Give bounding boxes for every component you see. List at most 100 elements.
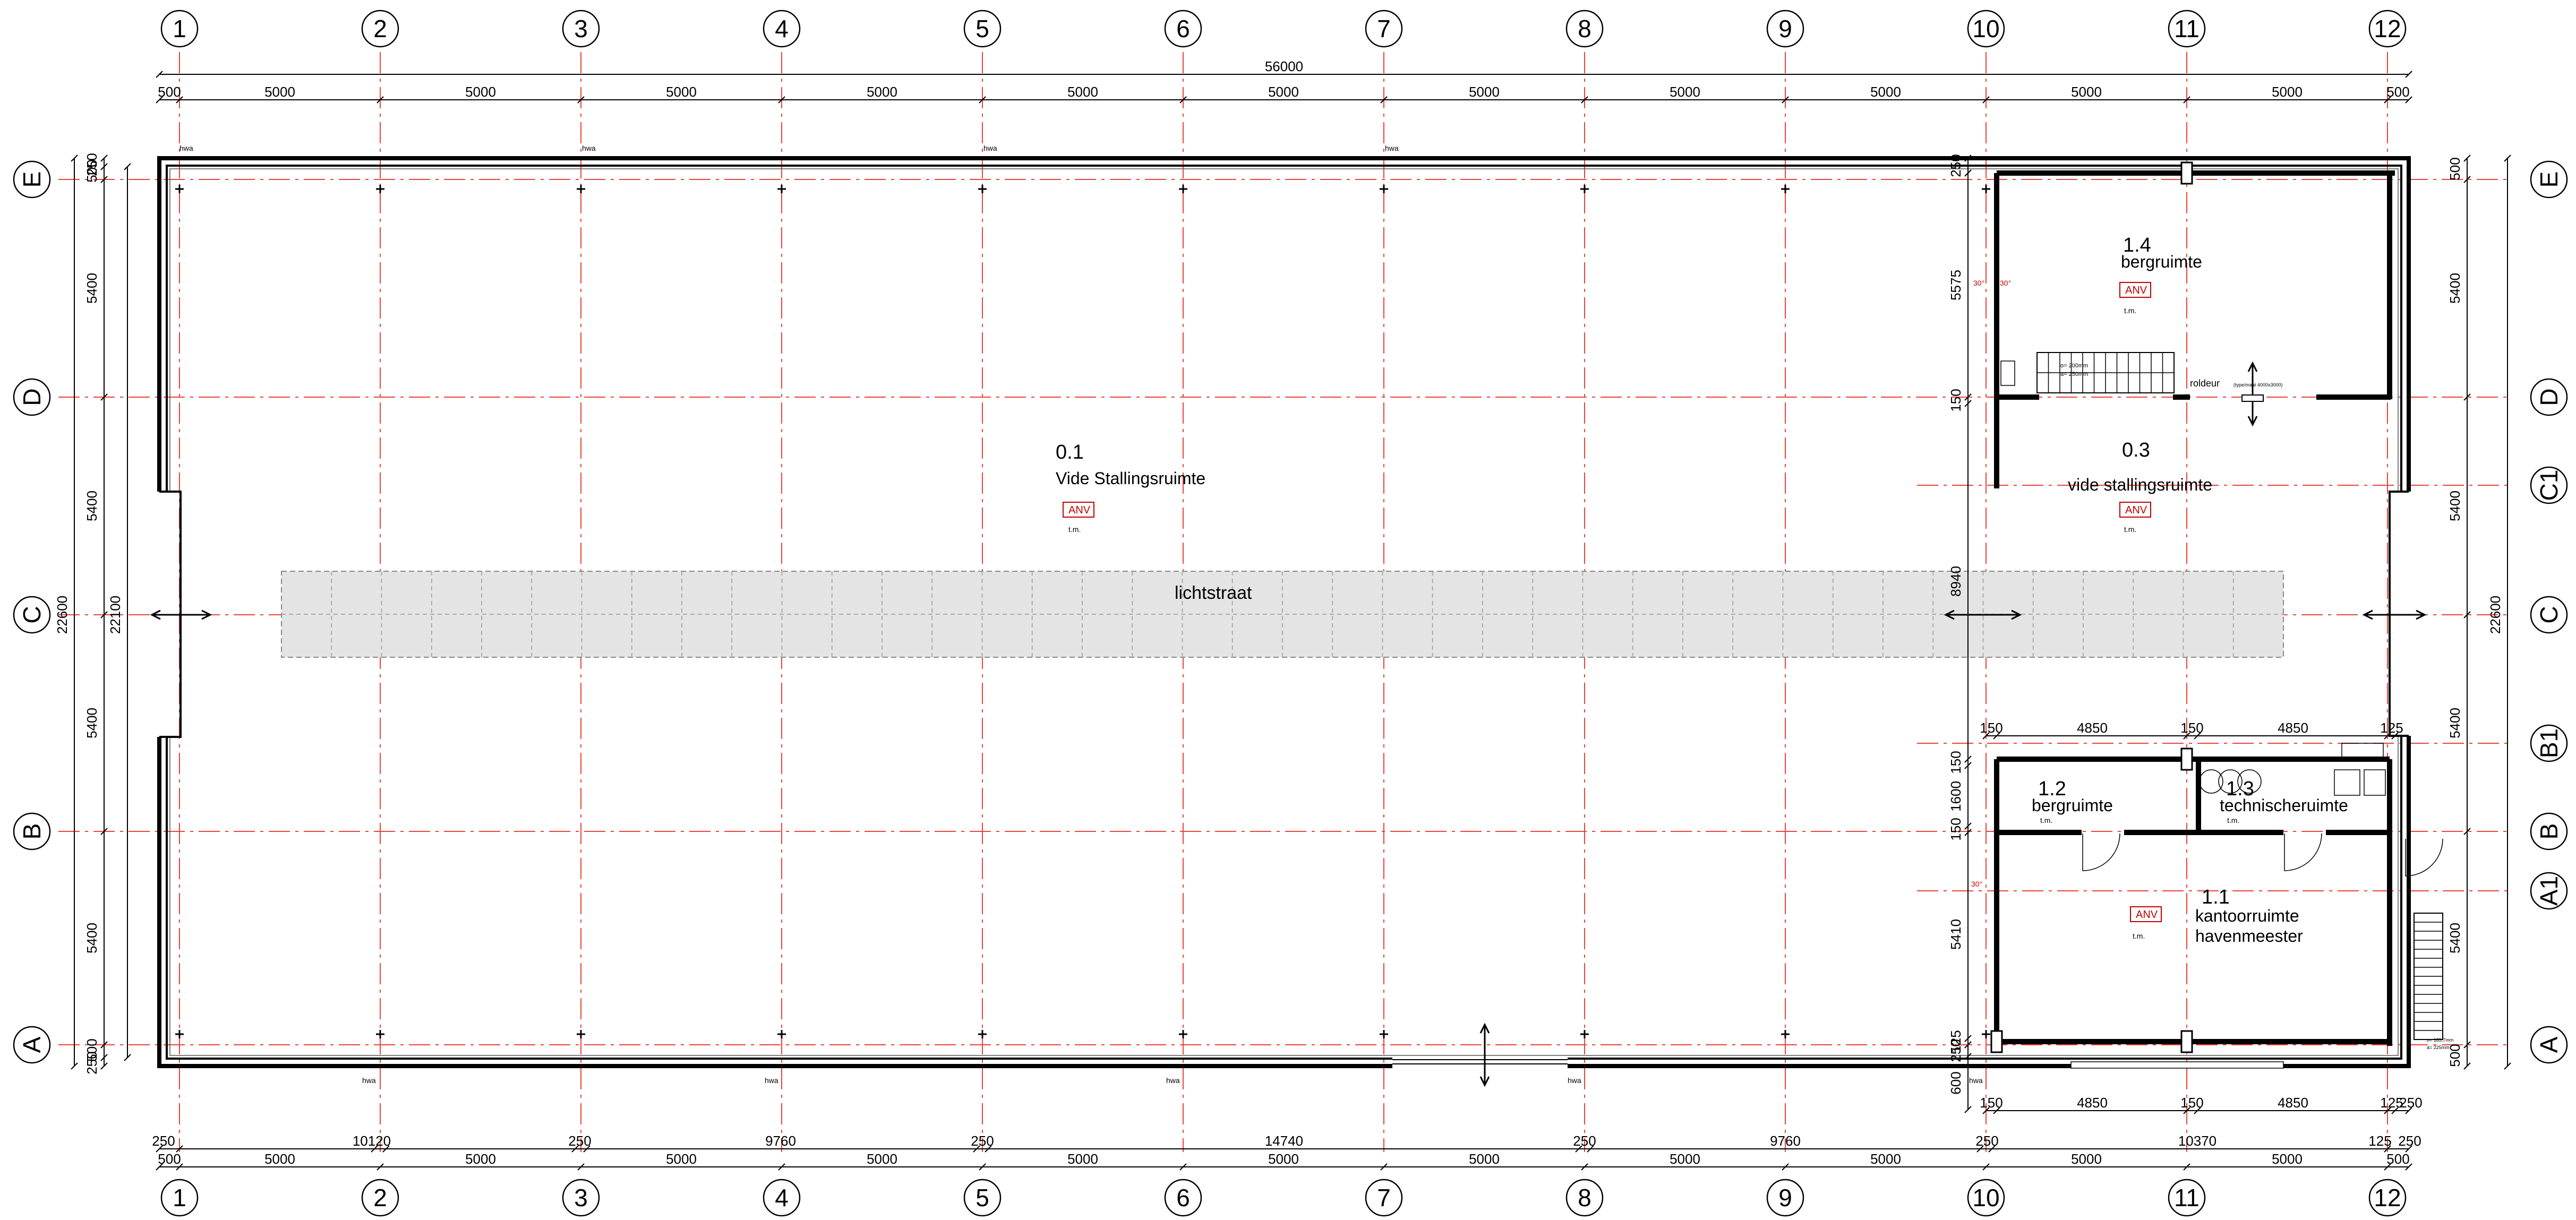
- dim-east-span: 600: [1948, 1071, 1964, 1094]
- grid-bubble-column: [1164, 1179, 1202, 1217]
- dim-tick: [100, 176, 108, 183]
- grid-bubble-label: A: [18, 1036, 46, 1053]
- plan-details: [150, 352, 2443, 1087]
- dim-bottom-upper: 250: [568, 1133, 591, 1149]
- dim-east-lower: 250: [2399, 1095, 2422, 1111]
- room-number: 0.3: [2122, 439, 2150, 461]
- skylight-label: lichtstraat: [1175, 583, 1252, 603]
- dim-left-span: 5400: [84, 923, 100, 953]
- grid-bubble-column: [562, 10, 600, 48]
- dim-tick: [100, 1054, 108, 1061]
- grid-bubble-row: [2530, 872, 2568, 910]
- dim-tick: [2405, 71, 2412, 78]
- dim-tick: [2194, 732, 2201, 740]
- room-note: t.m.: [2040, 816, 2052, 824]
- dim-tick: [371, 1145, 378, 1153]
- dim-bottom-span: 5000: [1067, 1151, 1098, 1167]
- stair-low-spec-2: a= 225mm: [2427, 1045, 2450, 1050]
- dim-tick: [1964, 755, 1972, 763]
- dim-tick: [778, 1163, 785, 1171]
- dim-east-span: 1600: [1948, 781, 1964, 812]
- grid-bubble-label: 10: [1972, 1184, 1999, 1212]
- room-0-3: 0.3 vide stallingsruimte ANV t.m.: [2068, 439, 2212, 534]
- grid-bubble-label: A: [2535, 1036, 2563, 1053]
- grid-bubble-label: 1: [173, 1184, 186, 1212]
- dim-tick: [1993, 732, 2000, 740]
- dim-tick: [2405, 1163, 2412, 1171]
- section-arrow-west: [150, 609, 212, 620]
- dim-bottom-upper: 250: [971, 1133, 994, 1149]
- dim-bottom-upper: 250: [1573, 1133, 1596, 1149]
- dim-bottom-span: 5000: [465, 1151, 496, 1167]
- room-number: 1.2: [2038, 778, 2066, 800]
- room-1-4: 1.4 bergruimte ANV t.m.: [2119, 234, 2202, 315]
- dim-tick: [100, 828, 108, 835]
- tank-symbol: [2199, 769, 2223, 794]
- dim-tick: [382, 1145, 390, 1153]
- hwa-label: hwa: [179, 144, 193, 152]
- dim-tick: [2384, 1145, 2391, 1153]
- dim-bottom-span: 500: [2386, 1151, 2409, 1167]
- dim-east-lower: 150: [2180, 1095, 2203, 1111]
- dim-east-lower: 125: [2380, 1095, 2403, 1111]
- grid-bubble-column: [1766, 10, 1804, 48]
- grid-bubble-row: [2530, 812, 2568, 850]
- dim-left-span: 500: [84, 159, 100, 182]
- dim-tick: [2463, 1041, 2471, 1049]
- dim-left-inner: 22100: [107, 596, 123, 634]
- dim-bottom-upper: 10370: [2178, 1133, 2216, 1149]
- dim-bottom-upper: 125: [2368, 1133, 2391, 1149]
- grid-bubble-column: [1967, 10, 2005, 48]
- grid-bubble-label: D: [2535, 388, 2563, 406]
- dim-tick: [1964, 762, 1972, 769]
- room-name: bergruimte: [2032, 796, 2113, 815]
- grid-bubble-label: C: [18, 606, 46, 623]
- dim-tick: [2463, 611, 2471, 618]
- dim-tick: [985, 1145, 992, 1153]
- room-name-2: havenmeester: [2195, 926, 2303, 946]
- dim-tick: [1982, 1163, 1990, 1171]
- grid-bubble-label: E: [18, 171, 46, 188]
- hwa-label: hwa: [1385, 144, 1399, 152]
- room-name: bergruimte: [2121, 252, 2202, 271]
- dim-tick: [1782, 1163, 1789, 1171]
- dim-east-span: 5410: [1948, 919, 1964, 950]
- room-tag: ANV: [2125, 285, 2147, 296]
- grid-bubble-label: 1: [173, 15, 186, 42]
- dim-left-span: 500: [84, 1038, 100, 1061]
- east-opening-mask: [2394, 492, 2415, 736]
- hwa-label: hwa: [765, 1076, 778, 1085]
- dim-right-span: 5400: [2447, 708, 2463, 738]
- room-0-1: 0.1 Vide Stallingsruimte ANV t.m.: [1056, 441, 1205, 534]
- grid-bubble-label: 12: [2374, 1184, 2401, 1212]
- dim-tick: [2384, 732, 2391, 740]
- grid-bubble-column: [763, 1179, 801, 1217]
- room-tag: ANV: [1068, 504, 1091, 516]
- dim-tick: [100, 393, 108, 401]
- grid-bubble-label: 12: [2374, 15, 2401, 42]
- grid-bubble-label: 8: [1578, 1184, 1591, 1212]
- dim-east-span: 150: [1948, 389, 1964, 411]
- grid-bubble-label: 3: [574, 15, 588, 42]
- room-name: vide stallingsruimte: [2068, 475, 2212, 494]
- dim-tick: [2391, 732, 2399, 740]
- dim-tick: [71, 1062, 78, 1070]
- tank-symbol: [2218, 769, 2243, 794]
- dim-bottom-upper: 9760: [765, 1133, 796, 1149]
- grid-bubble-label: C: [2535, 606, 2563, 623]
- dim-bottom-upper: 250: [1975, 1133, 1998, 1149]
- dim-tick: [2384, 1163, 2391, 1171]
- grid-bubble-row: [13, 1026, 51, 1064]
- grid-bubble-row: [2530, 724, 2568, 762]
- dim-top-span: 5000: [666, 84, 697, 100]
- roldeur-symbol: [2241, 394, 2264, 402]
- grid-bubble-label: 2: [373, 1184, 387, 1212]
- dim-left-span: 5400: [84, 491, 100, 521]
- dim-tick: [176, 1163, 183, 1171]
- dim-tick: [2463, 176, 2471, 183]
- dim-tick: [1964, 1041, 1972, 1049]
- dim-tick: [100, 1062, 108, 1070]
- dim-tick: [2391, 1107, 2399, 1114]
